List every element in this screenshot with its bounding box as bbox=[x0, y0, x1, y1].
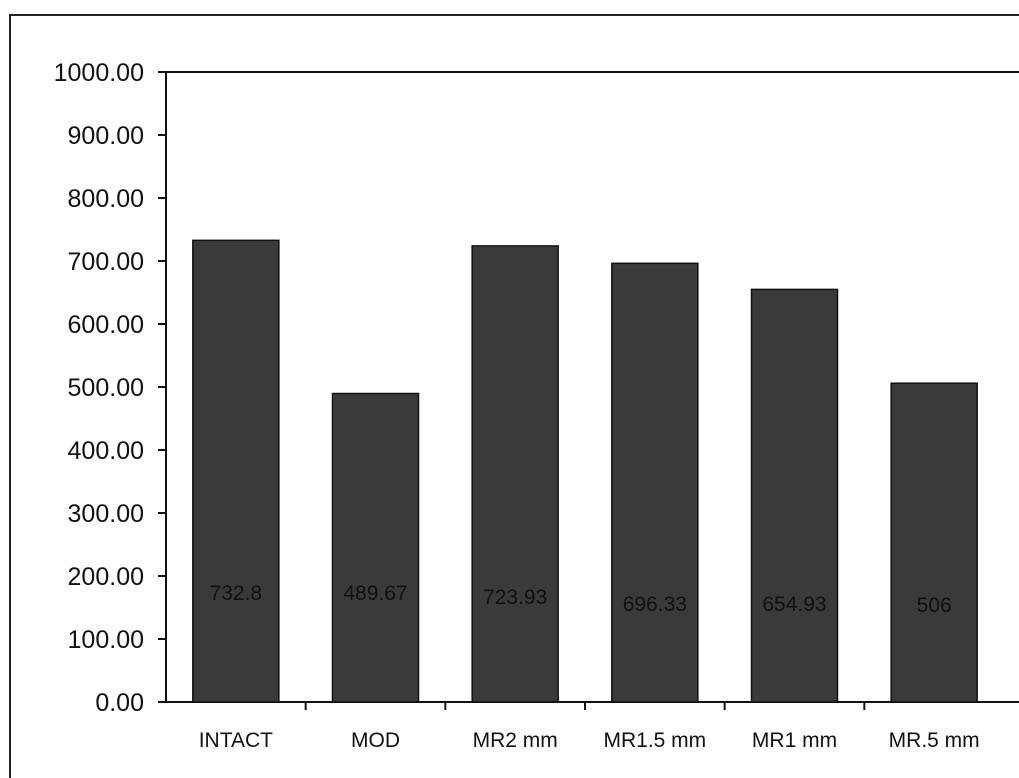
x-tick-label: INTACT bbox=[199, 729, 273, 752]
y-tick-label: 1000.00 bbox=[54, 59, 144, 87]
y-tick-label: 200.00 bbox=[68, 563, 144, 591]
data-label: 489.67 bbox=[343, 582, 407, 605]
data-label: 732.8 bbox=[210, 582, 263, 605]
data-label: 506 bbox=[917, 594, 952, 617]
data-label: 654.93 bbox=[762, 593, 826, 616]
x-tick-label: MR1.5 mm bbox=[603, 729, 706, 752]
y-tick-label: 0.00 bbox=[95, 689, 144, 717]
data-label: 696.33 bbox=[623, 593, 687, 616]
y-tick-label: 900.00 bbox=[68, 122, 144, 150]
bar bbox=[331, 392, 420, 703]
x-axis: INTACT MOD MR2 mm MR1.5 mm MR1 mm MR.5 mm bbox=[199, 702, 980, 752]
bars bbox=[192, 239, 978, 703]
x-tick-label: MOD bbox=[351, 729, 400, 752]
bar bbox=[192, 239, 280, 703]
y-tick-label: 800.00 bbox=[68, 185, 144, 213]
x-tick-label: MR2 mm bbox=[473, 729, 558, 752]
y-tick-label: 500.00 bbox=[68, 374, 144, 402]
x-tick-label: MR1 mm bbox=[752, 729, 837, 752]
bar bbox=[750, 288, 839, 703]
y-tick-label: 400.00 bbox=[68, 437, 144, 465]
bar bbox=[890, 382, 978, 703]
y-tick-label: 300.00 bbox=[68, 500, 144, 528]
bar bbox=[471, 245, 559, 703]
y-tick-label: 600.00 bbox=[68, 311, 144, 339]
x-tick-label: MR.5 mm bbox=[889, 729, 980, 752]
data-labels: 732.8 489.67 723.93 696.33 654.93 506 bbox=[210, 582, 952, 617]
y-axis: 0.00 100.00 200.00 300.00 400.00 500.00 600.00… bbox=[54, 59, 166, 717]
y-tick-label: 100.00 bbox=[68, 626, 144, 654]
chart-frame bbox=[9, 14, 1019, 778]
data-label: 723.93 bbox=[483, 586, 547, 609]
bar bbox=[611, 262, 699, 703]
y-tick-label: 700.00 bbox=[68, 248, 144, 276]
